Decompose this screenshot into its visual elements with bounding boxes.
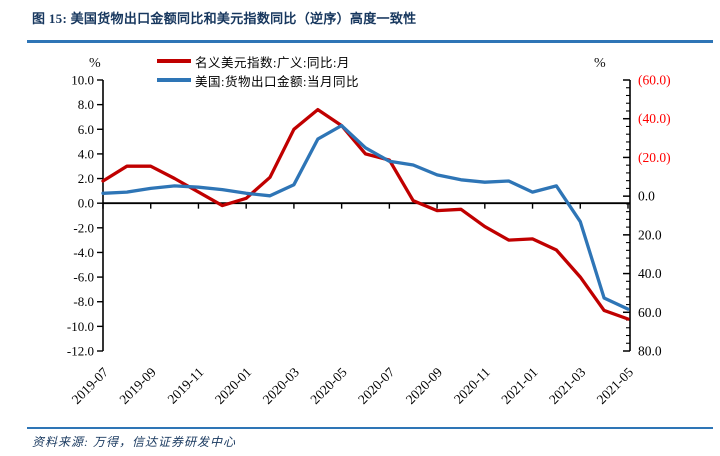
left-axis-tick-label: -10.0 — [67, 319, 94, 334]
blue-line-swatch — [157, 78, 191, 82]
figure-title: 图 15: 美国货物出口金额同比和美元指数同比（逆序）高度一致性 — [32, 11, 417, 26]
left-axis-unit: % — [89, 56, 101, 71]
legend-label-usd-index: 名义美元指数:广义:同比:月 — [195, 55, 350, 70]
left-axis-tick-label: 0.0 — [78, 196, 94, 211]
left-axis-tick-label: -6.0 — [73, 270, 94, 285]
footer-divider — [27, 427, 713, 429]
x-axis-tick-label: 2021-01 — [498, 365, 540, 407]
x-axis-tick-label: 2019-09 — [116, 364, 159, 407]
legend-item-usd-index: 名义美元指数:广义:同比:月 — [157, 53, 359, 70]
left-axis-tick-label: -4.0 — [73, 245, 94, 260]
x-axis-tick-label: 2020-09 — [403, 364, 446, 407]
right-axis-tick-label: (20.0) — [638, 150, 671, 165]
right-axis-tick-label: 40.0 — [638, 266, 662, 281]
header-divider — [27, 40, 713, 43]
chart-legend: 名义美元指数:广义:同比:月 美国:货物出口金额:当月同比 — [157, 53, 359, 89]
left-axis-tick-label: -12.0 — [67, 344, 94, 359]
right-axis-tick-label: 60.0 — [638, 305, 662, 320]
series-line-usd-index — [101, 107, 630, 321]
left-axis-tick-label: -8.0 — [73, 294, 94, 309]
legend-label-exports: 美国:货物出口金额:当月同比 — [195, 74, 359, 89]
right-axis-tick-label: 20.0 — [638, 227, 662, 242]
x-axis-tick-label: 2019-11 — [165, 365, 207, 407]
x-axis-tick-label: 2019-07 — [69, 364, 112, 407]
right-axis-tick-label: 0.0 — [638, 189, 655, 204]
x-axis-tick-label: 2020-07 — [355, 364, 398, 407]
left-axis-tick-label: -2.0 — [73, 220, 94, 235]
right-axis-unit: % — [594, 56, 606, 71]
left-axis-tick-label: 6.0 — [78, 122, 94, 137]
right-axis-tick-label: (40.0) — [638, 111, 671, 126]
right-axis-tick-label: (60.0) — [638, 73, 671, 88]
red-line-swatch — [157, 59, 191, 63]
x-axis-tick-label: 2021-03 — [546, 364, 589, 407]
left-axis-tick-label: 2.0 — [78, 171, 94, 186]
x-axis-tick-label: 2020-03 — [260, 364, 303, 407]
x-axis-tick-label: 2020-11 — [451, 365, 493, 407]
x-axis-tick-label: 2020-05 — [307, 364, 350, 407]
left-axis-tick-label: 8.0 — [78, 97, 94, 112]
x-axis-tick-label: 2021-05 — [594, 364, 637, 407]
left-axis-tick-label: 4.0 — [78, 146, 94, 161]
right-axis-tick-label: 80.0 — [638, 344, 662, 359]
x-axis-tick-label: 2020-01 — [212, 365, 254, 407]
left-axis-tick-label: 10.0 — [71, 73, 94, 88]
source-note: 资料来源: 万得，信达证券研发中心 — [32, 435, 236, 449]
legend-item-exports: 美国:货物出口金额:当月同比 — [157, 72, 359, 89]
series-line-exports — [101, 123, 630, 311]
